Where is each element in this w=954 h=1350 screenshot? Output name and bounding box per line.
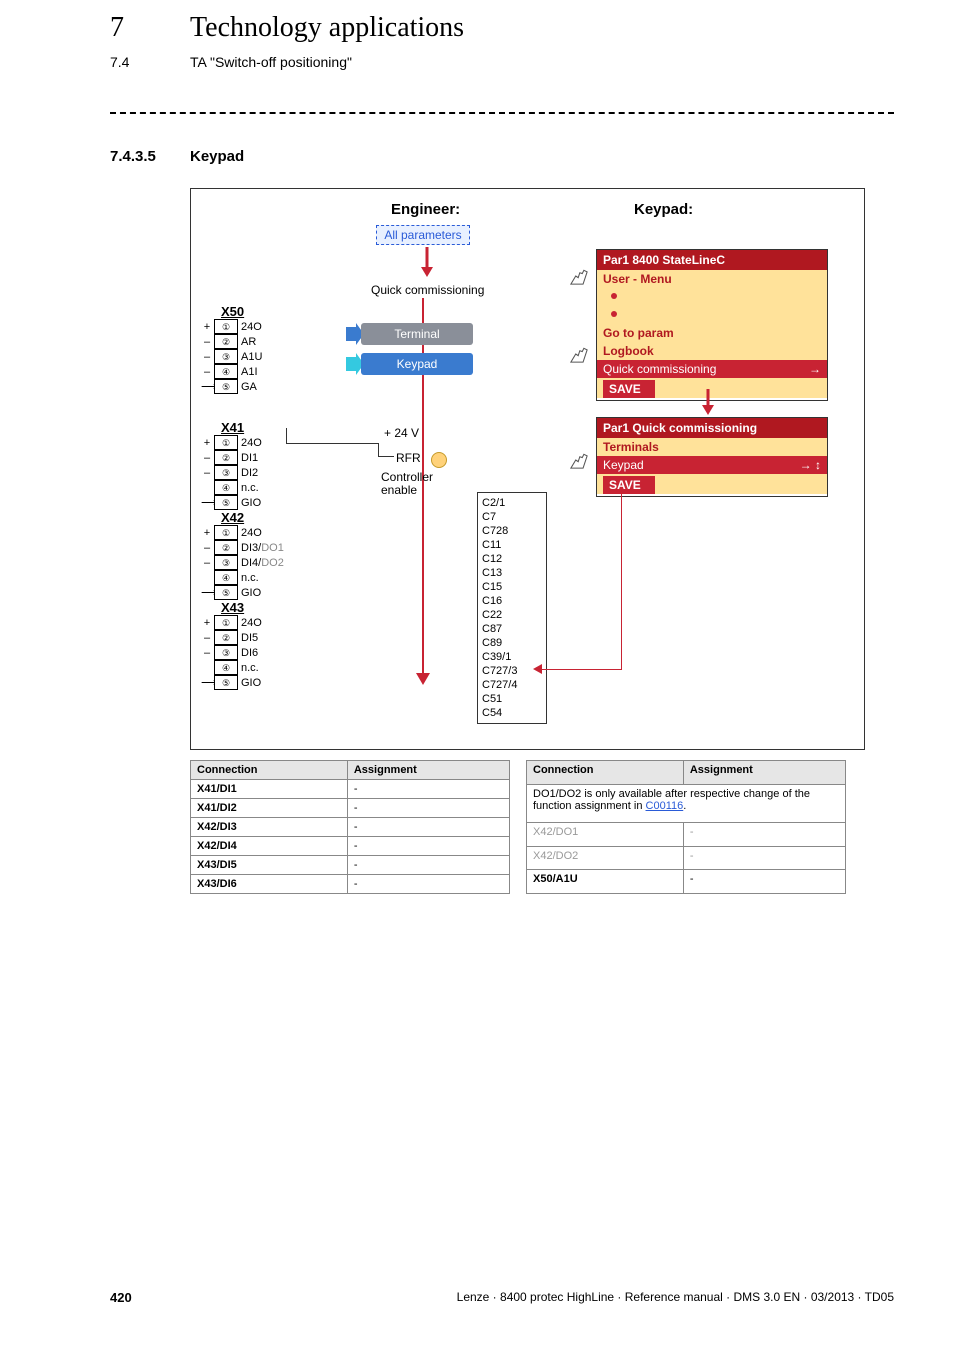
diagram-container: Engineer: Keypad: All parameters Quick c… (190, 188, 865, 750)
terminal-block-x50: X50+①24O–②AR–③A1U–④A1I⟶⑤GA (201, 305, 262, 394)
param-arrow-icon (533, 664, 542, 674)
engineer-heading: Engineer: (391, 201, 460, 218)
connection-table-right: ConnectionAssignmentDO1/DO2 is only avai… (526, 760, 846, 894)
tables-container: ConnectionAssignmentX41/DI1-X41/DI2-X42/… (190, 760, 863, 894)
wire-line (378, 456, 394, 457)
parameter-list: C2/1C7C728C11C12C13C15C16C22C87C89C39/1C… (477, 492, 547, 724)
rfr-label: RFR (396, 451, 421, 465)
divider (110, 112, 894, 114)
chapter-number: 7 (110, 12, 124, 44)
section-title: Keypad (190, 148, 244, 165)
all-parameters-box: All parameters (376, 225, 470, 245)
flow-arrowhead-icon (416, 673, 430, 685)
menu-titlebar: Par1 8400 StateLineC (597, 250, 827, 270)
menu-body: User - MenuGo to paramLogbookQuick commi… (597, 270, 827, 398)
terminal-block-x42: X42+①24O–②DI3/DO1–③DI4/DO2④n.c.⟶⑤GIO (201, 511, 284, 600)
subsection-title: TA "Switch-off positioning" (190, 54, 352, 70)
keypad-menu-main: Par1 8400 StateLineC User - MenuGo to pa… (596, 249, 828, 401)
keypad-heading: Keypad: (634, 201, 693, 218)
connection-table-left: ConnectionAssignmentX41/DI1-X41/DI2-X42/… (190, 760, 510, 894)
subsection-number: 7.4 (110, 54, 129, 70)
chapter-title: Technology applications (190, 12, 464, 44)
arrow-down-icon (420, 247, 434, 277)
wire-line (286, 443, 379, 444)
arrow-down-icon (701, 389, 715, 415)
section-number: 7.4.3.5 (110, 148, 156, 165)
rfr-indicator-icon (431, 452, 447, 468)
controller-enable-label: Controllerenable (381, 471, 433, 497)
menu-body: TerminalsKeypad→ ↕SAVE (597, 438, 827, 494)
footer-text: Lenze · 8400 protec HighLine · Reference… (457, 1290, 894, 1304)
menu-flow-line (621, 494, 622, 670)
terminal-block-x43: X43+①24O–②DI5–③DI6④n.c.⟶⑤GIO (201, 601, 262, 690)
menu-titlebar: Par1 Quick commissioning (597, 418, 827, 438)
wire-line (378, 443, 379, 456)
terminal-block-x41: X41+①24O–②DI1–③DI2④n.c.⟶⑤GIO (201, 421, 262, 510)
keypad-button: Keypad (361, 353, 473, 375)
param-flow-line (536, 669, 621, 670)
keypad-menu-qc: Par1 Quick commissioning TerminalsKeypad… (596, 417, 828, 497)
quick-commissioning-label: Quick commissioning (371, 283, 484, 297)
terminal-button: Terminal (361, 323, 473, 345)
plus24v-label: + 24 V (384, 426, 419, 440)
hand-pointer-icon (566, 263, 592, 289)
page-number: 420 (110, 1290, 132, 1305)
wire-line (286, 428, 287, 444)
hand-pointer-icon (566, 447, 592, 473)
hand-pointer-icon (566, 341, 592, 367)
